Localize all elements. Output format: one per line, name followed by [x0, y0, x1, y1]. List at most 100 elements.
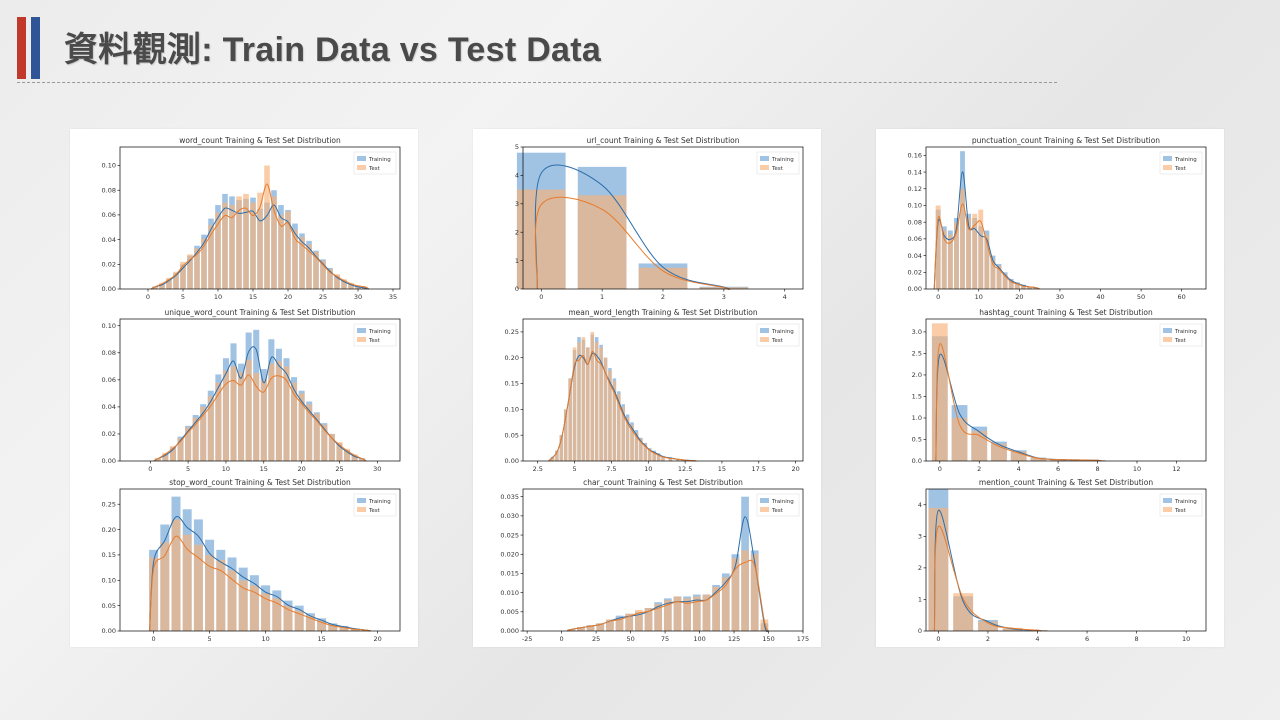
y-tick-label: 0.02 [102, 261, 116, 269]
test-density-line [150, 183, 370, 290]
test-bar [193, 544, 203, 631]
test-density-line [933, 203, 1040, 290]
legend-swatch-test [1163, 507, 1172, 512]
test-bar [160, 542, 170, 631]
legend-swatch-test [1163, 165, 1172, 170]
y-tick-label: 0.010 [500, 589, 519, 597]
chart-title: punctuation_count Training & Test Set Di… [972, 136, 1160, 145]
test-bar [285, 211, 291, 289]
test-density-line [153, 374, 367, 462]
x-tick-label: 60 [1178, 293, 1186, 301]
test-bar [327, 269, 333, 289]
chart-title: unique_word_count Training & Test Set Di… [164, 308, 355, 317]
test-bar [257, 192, 263, 289]
test-bar [577, 342, 581, 461]
y-tick-label: 0.0 [912, 457, 922, 465]
legend-swatch-test [760, 165, 769, 170]
x-tick-label: 100 [693, 635, 705, 643]
y-tick-label: 0.10 [908, 202, 922, 210]
test-bar [550, 457, 555, 461]
y-tick-label: 0.08 [102, 349, 116, 357]
y-tick-label: 0.015 [500, 570, 519, 578]
x-tick-label: 15 [249, 293, 257, 301]
test-bar [305, 615, 315, 631]
legend-swatch-test [357, 337, 366, 342]
title-accent-bars [17, 17, 49, 79]
test-bar [603, 357, 608, 461]
test-bar [652, 451, 656, 461]
test-bar [187, 254, 193, 289]
test-bar [238, 580, 248, 631]
test-bar [516, 189, 566, 289]
accent-bar-blue [31, 17, 40, 79]
y-tick-label: 0 [515, 285, 519, 293]
y-tick-label: 3.0 [912, 328, 922, 336]
y-tick-label: 2.5 [912, 350, 922, 358]
test-bar [656, 454, 661, 461]
test-bar [984, 234, 990, 289]
y-tick-label: 0.08 [908, 218, 922, 226]
axes-frame [119, 488, 401, 632]
y-tick-label: 0.04 [908, 252, 922, 260]
test-bar [1002, 273, 1008, 289]
test-bar [201, 238, 207, 289]
y-tick-label: 0.005 [500, 608, 519, 616]
chart-hashtag-count: hashtag_count Training & Test Set Distri… [912, 308, 1207, 473]
test-bar [171, 519, 181, 631]
chart-panel-middle: url_count Training & Test Set Distributi… [473, 129, 821, 647]
test-bar [741, 550, 749, 631]
test-bar [194, 248, 200, 289]
legend-label-training: Training [1174, 329, 1197, 335]
test-bar [264, 165, 270, 289]
test-bar [278, 214, 284, 289]
test-bar [1002, 627, 1023, 631]
x-tick-label: 25 [335, 465, 343, 473]
y-tick-label: 0.00 [908, 285, 922, 293]
test-bar [971, 430, 988, 461]
test-bar [996, 265, 1002, 289]
test-bar [596, 623, 605, 631]
x-tick-label: 10 [214, 293, 222, 301]
y-tick-label: 0.02 [908, 268, 922, 276]
test-density-line [933, 525, 1042, 632]
x-tick-label: 5 [186, 465, 190, 473]
test-bar [563, 409, 568, 461]
legend-label-training: Training [1174, 499, 1197, 505]
test-bar [261, 592, 271, 631]
test-bar [947, 234, 953, 289]
x-tick-label: 150 [762, 635, 774, 643]
test-bar [555, 450, 559, 461]
test-bar [634, 432, 639, 461]
x-tick-label: 2 [661, 293, 665, 301]
test-bar [215, 382, 222, 461]
test-bar [173, 271, 179, 289]
test-bar [559, 435, 564, 461]
x-tick-label: 15 [317, 635, 325, 643]
y-tick-label: 0.00 [102, 627, 116, 635]
training-density-line [933, 509, 1042, 632]
test-bar [339, 626, 349, 631]
y-tick-label: 4 [918, 501, 922, 509]
test-bar [731, 558, 740, 631]
title-divider [17, 82, 1057, 83]
test-bar [625, 613, 634, 631]
legend-swatch-test [357, 507, 366, 512]
test-bar [238, 371, 245, 461]
test-bar [617, 393, 621, 461]
x-tick-label: 10 [222, 465, 230, 473]
x-tick-label: 10 [1133, 465, 1141, 473]
legend-label-training: Training [368, 329, 391, 335]
x-tick-label: 50 [626, 635, 634, 643]
x-tick-label: 8 [1135, 635, 1139, 643]
axes-frame [119, 318, 401, 462]
legend-label-training: Training [368, 499, 391, 505]
x-tick-label: 175 [797, 635, 809, 643]
x-tick-label: 6 [1085, 635, 1089, 643]
x-tick-label: 20 [297, 465, 305, 473]
y-tick-label: 5 [515, 143, 519, 151]
x-tick-label: 20 [1015, 293, 1023, 301]
legend-label-test: Test [1174, 338, 1187, 344]
test-bar [306, 404, 313, 461]
y-tick-label: 0.06 [908, 235, 922, 243]
test-bar [236, 196, 242, 289]
